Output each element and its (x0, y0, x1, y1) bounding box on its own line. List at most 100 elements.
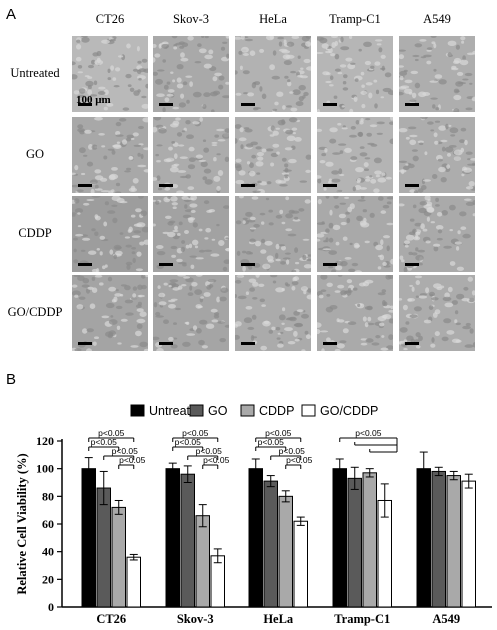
micrograph-ct26-go (72, 117, 148, 193)
bar-hela-go-cddp (293, 520, 308, 608)
bar-skov-3-go-cddp (210, 555, 225, 608)
p-value-label: p<0.05 (196, 446, 223, 456)
legend-label: CDDP (259, 404, 294, 418)
p-value-label: p<0.05 (355, 428, 382, 438)
scale-bar (241, 184, 255, 187)
micrograph-a549-go (399, 117, 475, 193)
p-value-label: p<0.05 (112, 446, 139, 456)
scale-bar (241, 103, 255, 106)
legend-label: GO/CDDP (320, 404, 378, 418)
row-label-untreated: Untreated (10, 66, 60, 80)
scale-bar (405, 103, 419, 106)
micrograph-a549-untreated (399, 36, 475, 112)
column-label-a549: A549 (423, 12, 451, 26)
scale-bar (241, 263, 255, 266)
p-value-label: p<0.05 (279, 446, 306, 456)
micrograph-tramp-c1-go-cddp (317, 275, 393, 351)
bar-skov-3-cddp (195, 515, 210, 608)
x-tick-label: Skov-3 (177, 612, 214, 626)
p-value-label: p<0.05 (182, 428, 209, 438)
row-label-go-cddp: GO/CDDP (7, 305, 63, 319)
bar-hela-go (263, 480, 278, 608)
p-value-label: p<0.05 (119, 455, 146, 465)
legend-swatch (130, 404, 145, 417)
p-value-label: p<0.05 (265, 428, 292, 438)
micrograph-skov-3-cddp (153, 196, 229, 272)
legend-swatch (189, 404, 204, 417)
y-axis-title: Relative Cell Viability (%) (15, 453, 29, 594)
x-tick-label: HeLa (263, 612, 294, 626)
scale-bar (405, 184, 419, 187)
p-value-label: p<0.05 (91, 437, 118, 447)
scale-bar (159, 184, 173, 187)
legend-label: GO (208, 404, 228, 418)
scale-bar (78, 342, 92, 345)
bar-skov-3-go (180, 473, 195, 608)
scale-bar (78, 263, 92, 266)
scale-bar (78, 103, 92, 106)
micrograph-skov-3-untreated (153, 36, 229, 112)
p-value-label: p<0.05 (286, 455, 313, 465)
bar-tramp-c1-cddp (362, 472, 377, 608)
x-tick-label: A549 (432, 612, 460, 626)
column-label-tramp-c1: Tramp-C1 (329, 12, 381, 26)
p-value-label: p<0.05 (203, 455, 230, 465)
bar-a549-go (431, 470, 446, 608)
scale-bar (405, 263, 419, 266)
micrograph-tramp-c1-untreated (317, 36, 393, 112)
micrograph-ct26-cddp (72, 196, 148, 272)
micrograph-hela-cddp (235, 196, 311, 272)
y-tick-label: 80 (42, 489, 54, 503)
p-value-label: p<0.05 (258, 437, 285, 447)
y-tick-label: 40 (42, 545, 54, 559)
x-tick-label: CT26 (96, 612, 126, 626)
micrograph-tramp-c1-go (317, 117, 393, 193)
p-value-label: p<0.05 (175, 437, 202, 447)
micrograph-skov-3-go (153, 117, 229, 193)
micrograph-hela-go-cddp (235, 275, 311, 351)
bar-skov-3-untreated (165, 468, 180, 608)
column-label-hela: HeLa (259, 12, 287, 26)
micrograph-hela-go (235, 117, 311, 193)
scale-bar (78, 184, 92, 187)
scale-bar (159, 263, 173, 266)
column-label-ct26: CT26 (95, 12, 125, 26)
y-tick-label: 100 (36, 462, 54, 476)
scale-bar (323, 342, 337, 345)
row-label-go: GO (25, 147, 45, 161)
y-tick-label: 120 (36, 434, 54, 448)
x-tick-label: Tramp-C1 (334, 612, 390, 626)
bar-ct26-go (96, 487, 111, 608)
scale-bar (159, 103, 173, 106)
bar-ct26-cddp (111, 506, 126, 608)
bar-hela-cddp (278, 495, 293, 608)
bar-tramp-c1-go (347, 477, 362, 608)
scale-bar (323, 103, 337, 106)
scale-bar (159, 342, 173, 345)
micrograph-ct26-untreated: 100 μm (72, 36, 148, 112)
micrograph-hela-untreated (235, 36, 311, 112)
bar-hela-untreated (248, 468, 263, 608)
y-tick-label: 0 (48, 600, 54, 614)
bar-ct26-untreated (81, 468, 96, 608)
row-label-cddp: CDDP (18, 226, 52, 240)
y-tick-label: 60 (42, 517, 54, 531)
bar-a549-untreated (416, 468, 431, 608)
legend-swatch (240, 404, 255, 417)
scale-text: 100 μm (76, 94, 111, 106)
panel-b-label: B (6, 371, 16, 388)
y-tick-label: 20 (42, 572, 54, 586)
bar-tramp-c1-untreated (332, 468, 347, 608)
p-value-label: p<0.05 (98, 428, 125, 438)
micrograph-a549-go-cddp (399, 275, 475, 351)
micrograph-tramp-c1-cddp (317, 196, 393, 272)
scale-bar (405, 342, 419, 345)
bar-a549-cddp (446, 475, 461, 608)
scale-bar (323, 184, 337, 187)
micrograph-skov-3-go-cddp (153, 275, 229, 351)
scale-bar (241, 342, 255, 345)
column-label-skov-3: Skov-3 (172, 12, 210, 26)
bar-ct26-go-cddp (126, 556, 141, 608)
legend-swatch (301, 404, 316, 417)
